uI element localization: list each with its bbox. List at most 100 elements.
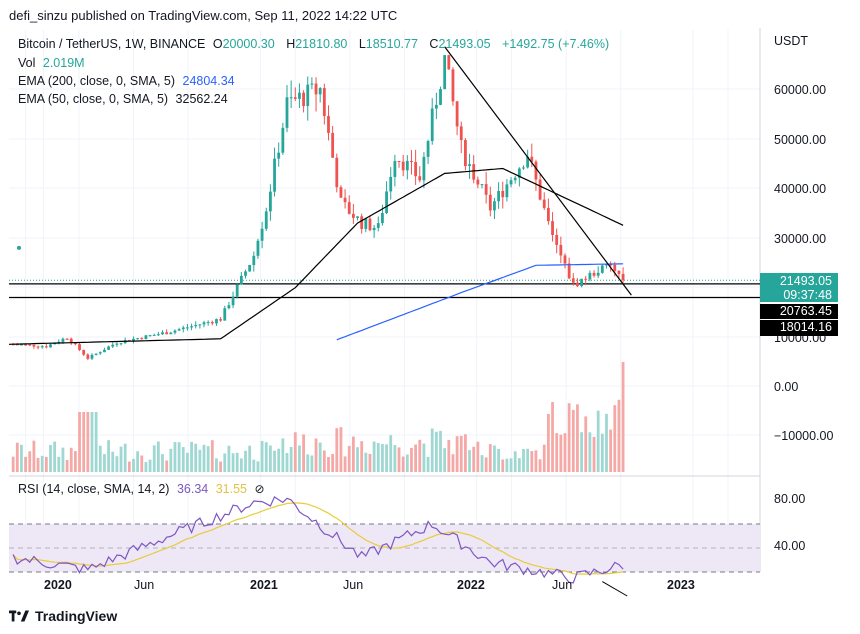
price-tick: 60000.00: [774, 83, 827, 97]
candle: [285, 97, 289, 128]
volume-bar: [293, 432, 297, 472]
volume-tick: 0.00: [774, 380, 799, 394]
volume-bar: [94, 412, 98, 472]
candle: [244, 271, 247, 276]
candle: [90, 354, 94, 359]
visibility-icon[interactable]: ⊘: [254, 482, 265, 496]
candle: [289, 97, 293, 99]
candle: [61, 338, 65, 342]
candle: [360, 216, 364, 229]
volume-bar: [285, 453, 289, 472]
candle: [219, 319, 223, 321]
level-badge-lower: 18014.16: [760, 320, 838, 336]
candle: [107, 346, 110, 350]
volume-bar: [439, 430, 442, 472]
time-tick: 2021: [250, 578, 278, 592]
volume-bar: [559, 434, 563, 472]
volume-bar: [161, 454, 164, 472]
volume-bar: [86, 412, 90, 472]
candle: [177, 329, 181, 331]
candle: [405, 160, 409, 171]
candle: [239, 275, 243, 285]
candle: [434, 104, 438, 109]
candle: [268, 191, 272, 212]
candle: [314, 83, 318, 95]
candle: [480, 184, 484, 186]
time-tick: 2022: [457, 578, 485, 592]
volume-bar: [410, 447, 413, 472]
candle: [281, 127, 285, 153]
candle: [235, 284, 239, 297]
volume-bar: [252, 459, 256, 472]
ema200-value: 24804.34: [182, 74, 235, 88]
volume-bar: [24, 456, 27, 472]
candle: [351, 213, 355, 218]
candle: [592, 272, 596, 276]
candle: [588, 272, 592, 280]
volume-bar: [356, 447, 359, 472]
candle: [596, 272, 600, 276]
volume-bar: [210, 440, 214, 472]
price-tick: 50000.00: [774, 133, 827, 147]
volume-bar: [472, 446, 476, 472]
volume-bar: [223, 453, 227, 472]
rsi-trendline: [602, 581, 628, 597]
volume-bar: [111, 451, 115, 472]
candle: [426, 141, 430, 157]
candle: [538, 179, 542, 200]
volume-bar: [49, 444, 52, 472]
candle: [368, 218, 372, 231]
candle: [140, 338, 144, 340]
candle: [613, 264, 617, 271]
candle: [617, 270, 621, 274]
candle: [609, 264, 613, 266]
candle: [69, 338, 73, 344]
candle: [530, 156, 534, 162]
volume-bar: [464, 434, 467, 472]
volume-bar: [538, 459, 542, 472]
rsi-ma-value: 31.55: [215, 482, 247, 496]
candle: [53, 343, 57, 345]
candle: [156, 334, 160, 336]
volume-value: 2.019M: [42, 56, 85, 70]
volume-bar: [397, 447, 401, 472]
candle: [119, 343, 123, 345]
volume-bar: [497, 448, 501, 472]
candle: [555, 234, 559, 245]
candle: [443, 55, 447, 90]
time-tick: Jun: [134, 578, 155, 592]
volume-bar: [32, 440, 36, 472]
candle: [186, 327, 189, 329]
volume-bar: [273, 450, 276, 472]
volume-bar: [186, 452, 189, 472]
volume-bar: [277, 448, 281, 472]
volume-bar: [302, 434, 305, 472]
candle: [385, 191, 388, 213]
volume-bar: [493, 445, 496, 472]
footer-brand[interactable]: TradingView: [9, 608, 117, 624]
candle: [534, 161, 538, 180]
volume-bar: [613, 405, 617, 472]
volume-bar: [152, 445, 156, 472]
candle: [551, 221, 554, 235]
candle: [418, 176, 422, 181]
volume-bar: [385, 444, 388, 472]
candle: [277, 152, 281, 159]
candle: [576, 282, 579, 287]
candle: [65, 338, 69, 340]
candle: [127, 340, 131, 342]
volume-bar: [206, 446, 210, 472]
volume-bar: [480, 455, 484, 472]
volume-bar: [281, 438, 285, 472]
candle: [567, 263, 571, 279]
volume-bar: [476, 441, 480, 472]
rsi-line: [12, 495, 624, 584]
footer-brand-text: TradingView: [35, 608, 118, 624]
volume-bar: [546, 413, 550, 472]
symbol-name[interactable]: Bitcoin / TetherUS, 1W, BINANCE: [18, 37, 206, 51]
candle: [20, 344, 23, 346]
volume-bar: [484, 457, 488, 472]
candle: [339, 187, 343, 198]
candle: [161, 332, 164, 335]
